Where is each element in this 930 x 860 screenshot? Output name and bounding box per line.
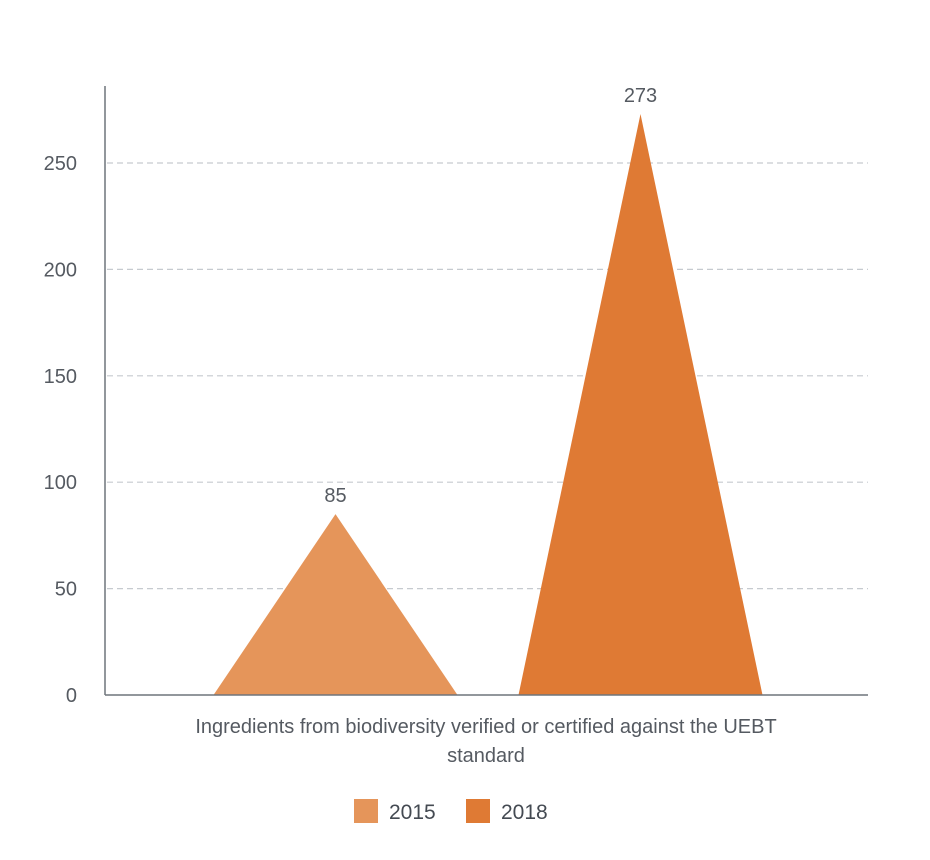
category-label-line-1: Ingredients from biodiversity verified o… [195, 716, 776, 738]
y-tick-label: 200 [44, 259, 77, 281]
triangle-bar-2015 [213, 514, 458, 695]
legend-swatch-2018 [466, 799, 490, 823]
legend-label-2015: 2015 [389, 801, 436, 824]
data-label-2018: 273 [624, 85, 657, 107]
y-tick-label: 250 [44, 153, 77, 175]
legend-swatch-2015 [354, 799, 378, 823]
legend-label-2018: 2018 [501, 801, 548, 824]
y-tick-label: 150 [44, 366, 77, 388]
data-label-2015: 85 [324, 485, 346, 507]
triangle-bar-2018 [518, 114, 763, 695]
y-tick-label: 50 [55, 579, 77, 601]
data-marks [213, 114, 763, 695]
grid-lines [107, 162, 868, 590]
category-label-line-2: standard [447, 745, 525, 767]
x-axis-category-label: Ingredients from biodiversity verified o… [195, 716, 776, 767]
y-tick-label: 100 [44, 472, 77, 494]
y-axis-ticks: 0 50 100 150 200 250 [44, 153, 77, 707]
y-tick-label: 0 [66, 685, 77, 707]
legend: 2015 2018 [354, 799, 548, 824]
data-labels: 85 273 [324, 85, 657, 507]
